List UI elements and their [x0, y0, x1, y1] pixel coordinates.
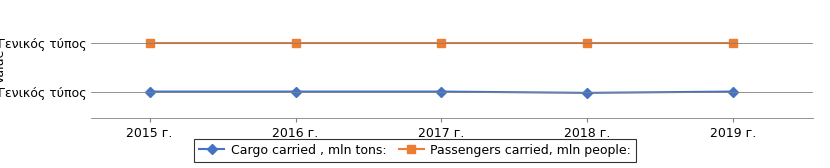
Y-axis label: Indicator
value: Indicator value — [0, 38, 7, 93]
Legend: Cargo carried , mln tons:, Passengers carried, mln people:: Cargo carried , mln tons:, Passengers ca… — [194, 139, 636, 162]
